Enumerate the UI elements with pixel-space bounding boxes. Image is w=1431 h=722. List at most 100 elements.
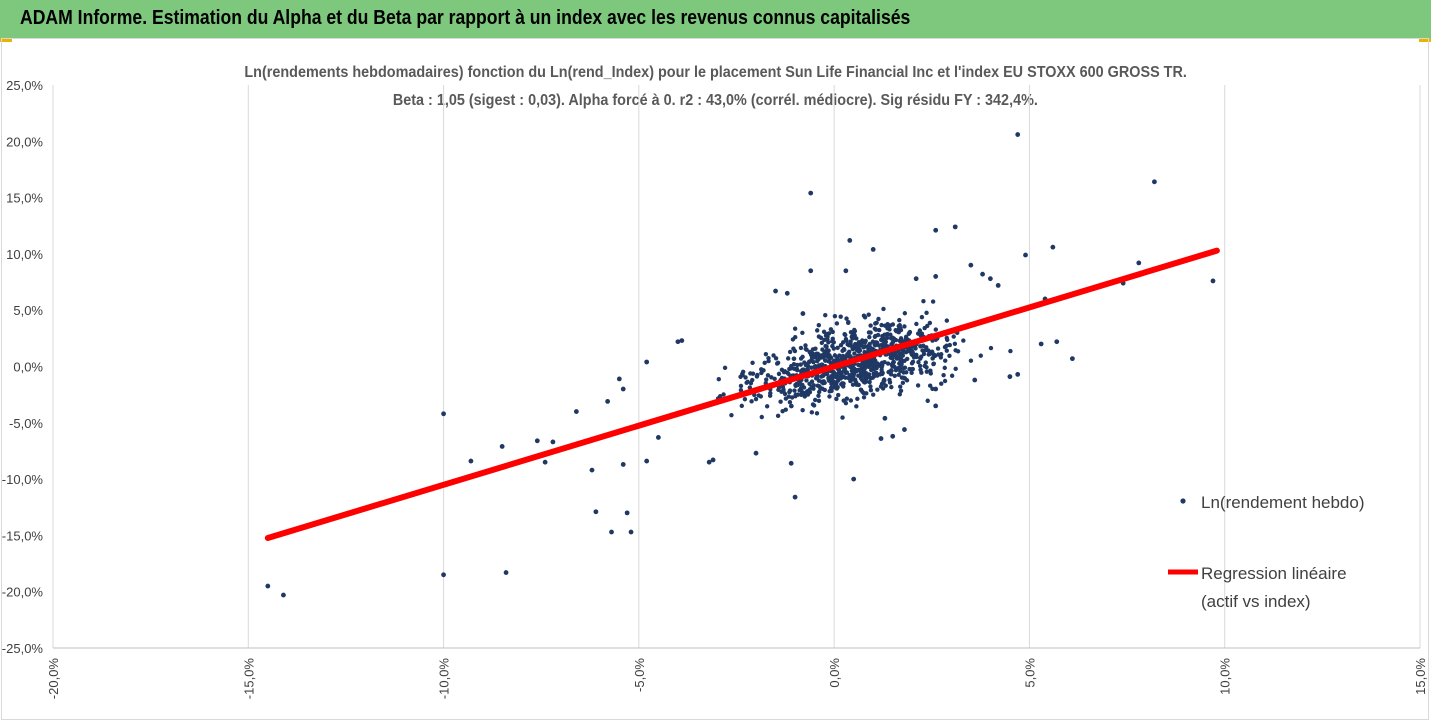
data-point xyxy=(542,459,548,465)
data-point xyxy=(818,335,824,341)
data-point xyxy=(819,340,825,346)
data-point xyxy=(878,436,884,441)
legend-marker-scatter xyxy=(1180,498,1186,504)
data-point xyxy=(814,375,820,381)
data-point xyxy=(534,438,540,444)
data-point xyxy=(855,343,861,349)
data-point xyxy=(850,346,855,351)
data-point xyxy=(786,371,791,376)
data-point xyxy=(931,361,936,366)
data-point xyxy=(789,403,794,409)
data-point xyxy=(945,337,950,343)
data-point xyxy=(855,347,861,353)
data-point xyxy=(716,376,721,382)
data-point xyxy=(897,323,903,328)
data-point xyxy=(826,377,831,382)
data-point xyxy=(843,332,848,338)
data-point xyxy=(781,388,786,394)
report-banner: ADAM Informe. Estimation du Alpha et du … xyxy=(0,0,1431,39)
y-tick-label: -25,0% xyxy=(2,641,44,656)
points-layer xyxy=(265,132,1216,598)
data-point xyxy=(792,326,798,331)
data-point xyxy=(804,378,809,383)
corner-marker-right xyxy=(1419,38,1431,42)
data-point xyxy=(942,378,948,384)
y-tick-label: -5,0% xyxy=(9,416,43,431)
data-point xyxy=(834,396,839,402)
x-tick-label: -5,0% xyxy=(632,658,647,692)
x-tick-label: -10,0% xyxy=(437,658,452,700)
data-point xyxy=(809,379,815,384)
data-point xyxy=(898,384,903,389)
data-point xyxy=(921,298,926,304)
data-point xyxy=(843,336,849,342)
data-point xyxy=(787,399,793,405)
data-point xyxy=(924,369,930,374)
data-point xyxy=(871,366,877,372)
data-point xyxy=(1136,260,1142,266)
data-point xyxy=(871,361,876,367)
data-point xyxy=(952,224,958,230)
data-point xyxy=(877,327,882,333)
data-point xyxy=(914,321,919,327)
data-point xyxy=(878,384,884,389)
data-point xyxy=(892,350,897,356)
data-point xyxy=(933,274,939,279)
data-point xyxy=(783,407,788,412)
data-point xyxy=(787,349,793,355)
data-point xyxy=(910,359,916,365)
data-point xyxy=(830,329,835,335)
data-point xyxy=(852,351,857,356)
data-point xyxy=(876,316,881,322)
data-point xyxy=(882,415,888,421)
data-point xyxy=(605,399,611,404)
data-point xyxy=(823,312,828,318)
data-point xyxy=(935,346,941,351)
data-point xyxy=(503,570,509,575)
data-point xyxy=(873,321,878,326)
data-point xyxy=(1210,278,1216,284)
data-point xyxy=(919,354,924,359)
data-point xyxy=(867,379,872,385)
data-point xyxy=(850,382,856,387)
data-point xyxy=(898,388,904,394)
data-point xyxy=(840,340,846,345)
data-point xyxy=(801,367,806,372)
data-point xyxy=(803,343,808,348)
y-tick-label: 25,0% xyxy=(6,78,43,93)
data-point xyxy=(1007,374,1013,380)
data-point xyxy=(811,383,817,388)
data-point xyxy=(988,345,994,351)
data-point xyxy=(792,348,798,354)
data-point xyxy=(763,351,769,357)
data-point xyxy=(859,340,865,345)
data-point xyxy=(758,394,764,399)
data-point xyxy=(858,376,864,381)
data-point xyxy=(885,322,890,327)
data-point xyxy=(873,358,878,363)
data-point xyxy=(1054,339,1060,345)
data-point xyxy=(778,399,783,404)
data-point xyxy=(750,377,755,383)
data-point xyxy=(859,363,864,368)
data-point xyxy=(897,392,903,397)
data-point xyxy=(813,346,818,351)
data-point xyxy=(593,509,599,515)
data-point xyxy=(811,355,817,360)
data-point xyxy=(870,246,876,252)
data-point xyxy=(889,342,894,347)
data-point xyxy=(829,381,834,387)
data-point xyxy=(834,384,839,389)
data-point xyxy=(1050,244,1056,250)
data-point xyxy=(789,395,795,400)
data-point xyxy=(955,349,961,354)
legend-label-line-2: (actif vs index) xyxy=(1201,592,1311,611)
data-point xyxy=(782,369,788,374)
data-point xyxy=(609,529,614,535)
legend-label-line: Regression linéaire xyxy=(1201,564,1347,583)
data-point xyxy=(816,398,822,404)
y-tick-label: 15,0% xyxy=(6,191,43,206)
data-point xyxy=(790,337,796,342)
data-point xyxy=(831,346,836,351)
data-point xyxy=(834,321,840,326)
